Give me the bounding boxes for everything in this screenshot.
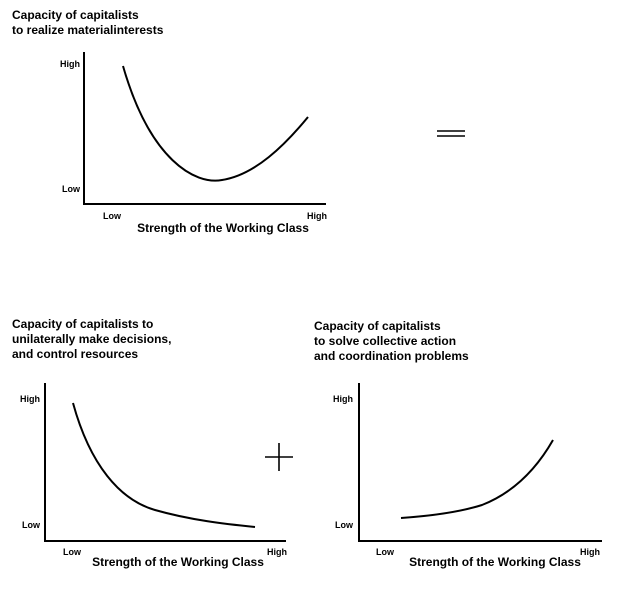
bottom-left-chart-title: Capacity of capitalists to unilaterally … [12,317,171,362]
bottom-left-chart-title-line-1: Capacity of capitalists to [12,317,154,331]
top-chart-x-low-label: Low [103,211,122,221]
top-chart-x-axis-label: Strength of the Working Class [137,221,309,235]
bottom-left-chart-x-low-label: Low [63,547,82,557]
bottom-right-chart-title-line-3: and coordination problems [314,349,469,363]
top-chart-y-low-label: Low [62,184,81,194]
bottom-right-chart-y-low-label: Low [335,520,354,530]
bottom-right-chart-x-low-label: Low [376,547,395,557]
top-chart-y-high-label: High [60,59,80,69]
bottom-right-chart-y-high-label: High [333,394,353,404]
bottom-left-chart-title-line-2: unilaterally make decisions, [12,332,172,346]
top-chart-title: Capacity of capitalists to realize mater… [12,8,163,38]
bottom-left-chart-y-low-label: Low [22,520,41,530]
top-chart-curve [122,65,309,182]
bottom-left-chart-y-high-label: High [20,394,40,404]
bottom-left-chart: High Low Low High Strength of the Workin… [20,383,287,569]
bottom-left-chart-x-high-label: High [267,547,287,557]
top-chart-title-line-2: to realize materialinterests [12,23,164,37]
top-chart-title-line-1: Capacity of capitalists [12,8,139,22]
bottom-right-chart-title-line-2: to solve collective action [314,334,457,348]
bottom-left-chart-title-line-3: and control resources [12,347,139,361]
bottom-right-chart-title: Capacity of capitalists to solve collect… [314,319,469,364]
bottom-right-chart-curve [400,439,554,519]
bottom-right-chart: High Low Low High Strength of the Workin… [333,383,602,569]
bottom-right-chart-x-high-label: High [580,547,600,557]
top-chart-x-high-label: High [307,211,327,221]
top-chart: High Low Low High Strength of the Workin… [60,52,327,235]
bottom-left-chart-x-axis-label: Strength of the Working Class [92,555,264,569]
equals-sign-icon [437,130,465,137]
bottom-left-chart-curve [72,402,256,528]
plus-sign-icon [265,443,293,471]
bottom-right-chart-x-axis-label: Strength of the Working Class [409,555,581,569]
bottom-right-chart-title-line-1: Capacity of capitalists [314,319,441,333]
